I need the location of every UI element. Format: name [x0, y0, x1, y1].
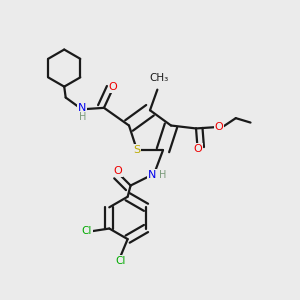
Text: O: O: [114, 167, 122, 176]
Text: Cl: Cl: [115, 256, 125, 266]
Text: S: S: [134, 145, 141, 155]
Text: H: H: [159, 170, 166, 180]
Text: CH₃: CH₃: [149, 73, 169, 83]
Text: Cl: Cl: [81, 226, 92, 236]
Text: N: N: [148, 170, 156, 180]
Text: O: O: [214, 122, 224, 132]
Text: N: N: [78, 103, 86, 113]
Text: H: H: [79, 112, 86, 122]
Text: O: O: [193, 144, 202, 154]
Text: O: O: [108, 82, 117, 92]
